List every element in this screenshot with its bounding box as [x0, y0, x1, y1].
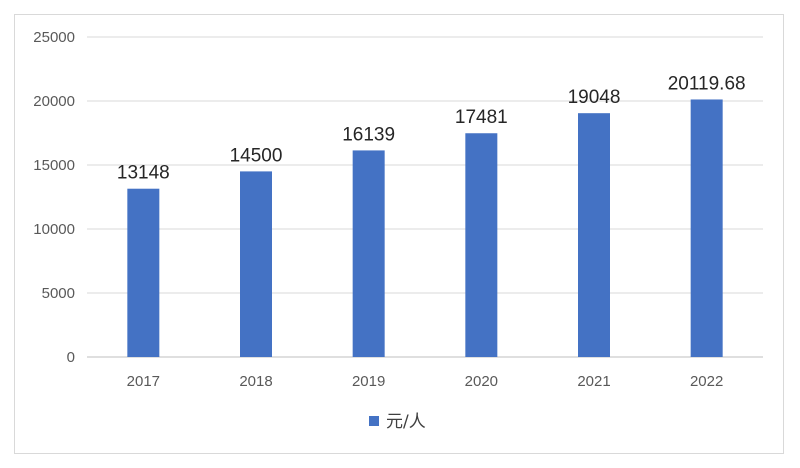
bar	[690, 99, 723, 358]
legend-swatch	[369, 416, 379, 426]
x-tick-label: 2022	[690, 373, 723, 390]
y-tick-label: 25000	[33, 29, 75, 46]
x-tick-label: 2021	[577, 373, 610, 390]
data-label: 14500	[230, 145, 283, 166]
legend-label: 元/人	[386, 412, 426, 432]
gridlines	[87, 36, 763, 358]
data-label: 17481	[455, 107, 508, 128]
x-tick-label: 2018	[239, 373, 272, 390]
x-tick-label: 2019	[352, 373, 385, 390]
legend: 元/人	[369, 412, 426, 432]
y-tick-label: 10000	[33, 221, 75, 238]
y-tick-label: 5000	[42, 285, 75, 302]
bars	[127, 99, 723, 358]
bar	[465, 133, 498, 357]
data-labels: 13148 14500 16139 17481 19048 20119.68	[117, 73, 746, 183]
x-axis: 2017 2018 2019 2020 2021 2022	[127, 373, 724, 390]
y-tick-label: 20000	[33, 93, 75, 110]
x-tick-label: 2017	[127, 373, 160, 390]
data-label: 20119.68	[668, 73, 746, 94]
bar	[352, 150, 385, 357]
data-label: 13148	[117, 163, 170, 184]
data-label: 16139	[342, 124, 395, 145]
y-axis: 0 5000 10000 15000 20000 25000	[33, 29, 75, 366]
bar	[240, 171, 272, 357]
y-tick-label: 15000	[33, 157, 75, 174]
bar	[127, 188, 160, 357]
y-tick-label: 0	[67, 349, 75, 366]
data-label: 19048	[568, 87, 621, 108]
bar	[578, 113, 610, 357]
x-tick-label: 2020	[465, 373, 498, 390]
